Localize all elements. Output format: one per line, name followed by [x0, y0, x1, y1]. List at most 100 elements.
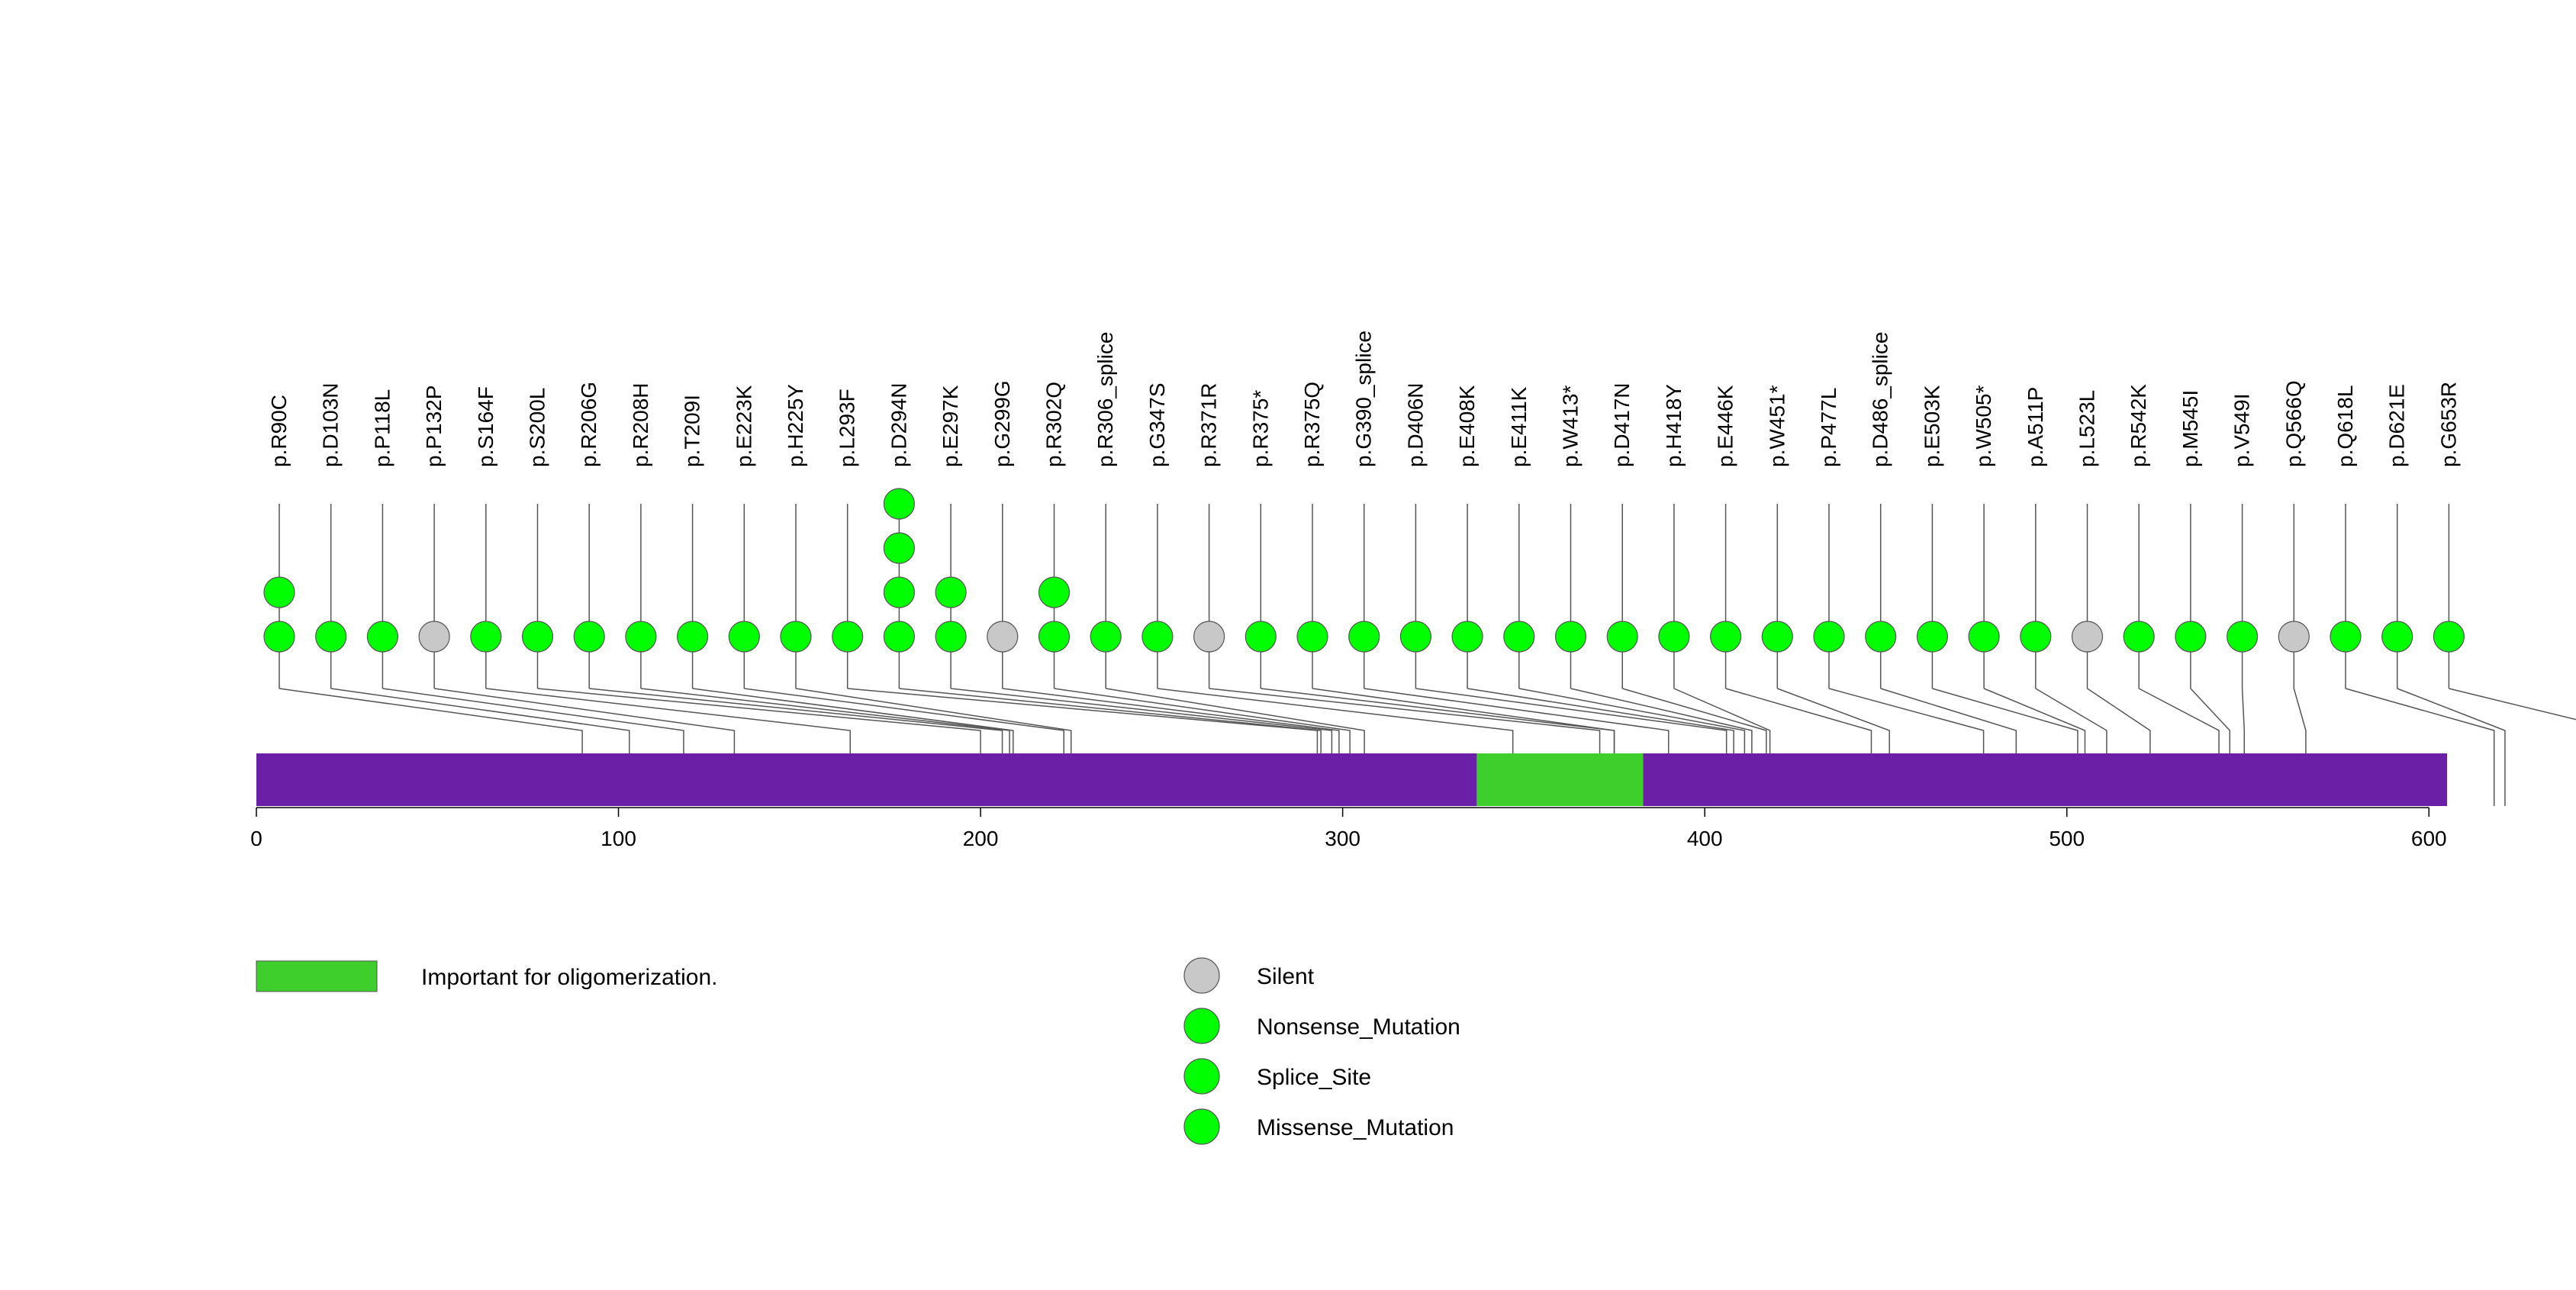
mutation-point — [883, 576, 916, 608]
mutation-label: p.W505* — [1972, 385, 1995, 467]
mutation-point — [2381, 621, 2413, 653]
mutation-point — [573, 621, 605, 653]
legend-mutation-swatch — [1183, 1008, 1220, 1044]
mutation-point — [2071, 621, 2104, 653]
mutation-label: p.D103N — [319, 382, 343, 467]
mutation-label: p.Q618L — [2333, 385, 2357, 467]
mutation-label: p.E297K — [939, 385, 962, 467]
mutation-label: p.H418Y — [1662, 384, 1686, 467]
mutation-label: p.G653R — [2436, 382, 2460, 467]
mutation-point — [2330, 621, 2362, 653]
mutation-label: p.E408K — [1455, 385, 1479, 467]
legend-mutation-label: Missense_Mutation — [1257, 1115, 1454, 1140]
mutation-point — [625, 621, 657, 653]
mutation-label: p.R90C — [267, 395, 291, 467]
mutation-point — [1090, 621, 1122, 653]
mutation-point — [263, 576, 295, 608]
mutation-label: p.R208H — [629, 382, 652, 467]
mutation-point — [1348, 621, 1380, 653]
legend-domain-label: Important for oligomerization. — [421, 965, 718, 990]
mutation-point — [1658, 621, 1690, 653]
mutation-point — [2278, 621, 2310, 653]
mutation-label: p.R302Q — [1042, 382, 1066, 467]
legend-mutation-label: Silent — [1257, 964, 1315, 989]
position-connector — [2449, 688, 2576, 721]
mutation-label: p.R371R — [1197, 382, 1221, 467]
legend-mutation-label: Splice_Site — [1257, 1065, 1371, 1090]
mutation-point — [470, 621, 502, 653]
protein-track — [256, 753, 2447, 806]
mutation-label: p.T209I — [681, 395, 704, 467]
mutation-point — [1503, 621, 1535, 653]
mutation-label: p.W451* — [1765, 385, 1789, 467]
mutation-point — [2123, 621, 2155, 653]
mutation-point — [1193, 621, 1225, 653]
mutation-label: p.G347S — [1145, 382, 1169, 467]
mutation-point — [418, 621, 450, 653]
mutation-point — [1554, 621, 1587, 653]
legend-mutation-label: Nonsense_Mutation — [1257, 1014, 1460, 1040]
mutation-point — [263, 621, 295, 653]
mutation-label: p.V549I — [2230, 393, 2254, 467]
x-tick-label: 400 — [1687, 827, 1723, 850]
mutation-label: p.G390_splice — [1352, 331, 1376, 467]
mutation-label: p.G299G — [990, 380, 1014, 467]
mutation-point — [1761, 621, 1793, 653]
mutation-point — [1296, 621, 1328, 653]
legend-mutation-swatch — [1183, 1058, 1220, 1095]
mutation-label: p.W413* — [1559, 385, 1583, 467]
mutation-point — [1245, 621, 1277, 653]
mutation-label: p.L523L — [2075, 390, 2099, 467]
mutation-label: p.S164F — [474, 386, 497, 467]
mutation-point — [676, 621, 709, 653]
mutation-point — [1451, 621, 1483, 653]
mutation-label: p.R375Q — [1300, 382, 1324, 467]
legend: Important for oligomerization. Silent Nons… — [256, 957, 1460, 1145]
x-tick-label: 200 — [963, 827, 999, 850]
mutation-point — [883, 532, 916, 564]
x-tick-label: 100 — [601, 827, 636, 850]
mutation-point — [935, 621, 967, 653]
mutation-point — [883, 621, 916, 653]
mutation-label: p.D294N — [887, 382, 910, 467]
mutation-point — [883, 488, 916, 520]
mutation-point — [780, 621, 812, 653]
mutation-point — [2227, 621, 2259, 653]
mutation-point — [1141, 621, 1174, 653]
x-tick-label: 600 — [2411, 827, 2447, 850]
mutation-label: p.E446K — [1714, 385, 1737, 467]
mutation-label: p.A511P — [2024, 387, 2047, 467]
mutation-point — [987, 621, 1019, 653]
mutation-label: p.L293F — [836, 389, 859, 467]
legend-mutation-swatch — [1183, 1108, 1220, 1145]
lollipop-stems — [279, 504, 2450, 689]
mutation-point — [832, 621, 864, 653]
mutation-label: p.E411K — [1507, 386, 1531, 467]
mutation-point — [1606, 621, 1638, 653]
mutation-label: p.R306_splice — [1093, 332, 1117, 467]
legend-mutation-swatch — [1183, 957, 1220, 994]
mutation-label: p.Q566Q — [2281, 380, 2305, 467]
legend-domain-swatch — [256, 960, 378, 992]
mutation-label: p.P118L — [370, 389, 394, 467]
mutation-label: p.S200L — [526, 388, 549, 467]
mutation-label: p.H225Y — [784, 384, 807, 467]
x-axis: 0 100 200 300 400 500 600 — [250, 807, 2447, 850]
mutation-point — [935, 576, 967, 608]
mutation-labels: p.R90C p.D103N p.P118L p.P132P p.S164F p.S200… — [267, 331, 2460, 467]
mutation-label: p.D621E — [2385, 384, 2409, 467]
mutation-label: p.E223K — [732, 385, 755, 467]
x-tick-label: 0 — [250, 827, 262, 850]
mutation-label: p.D406N — [1403, 382, 1427, 467]
mutation-point — [2175, 621, 2207, 653]
mutation-label: p.P477L — [1817, 388, 1840, 467]
mutation-point — [2433, 621, 2465, 653]
mutation-point — [1038, 621, 1071, 653]
mutation-point — [728, 621, 760, 653]
mutation-label: p.P132P — [422, 385, 446, 467]
mutation-point — [1916, 621, 1948, 653]
mutation-label: p.D417N — [1610, 382, 1634, 467]
x-tick-label: 300 — [1325, 827, 1360, 850]
mutation-point — [366, 621, 398, 653]
